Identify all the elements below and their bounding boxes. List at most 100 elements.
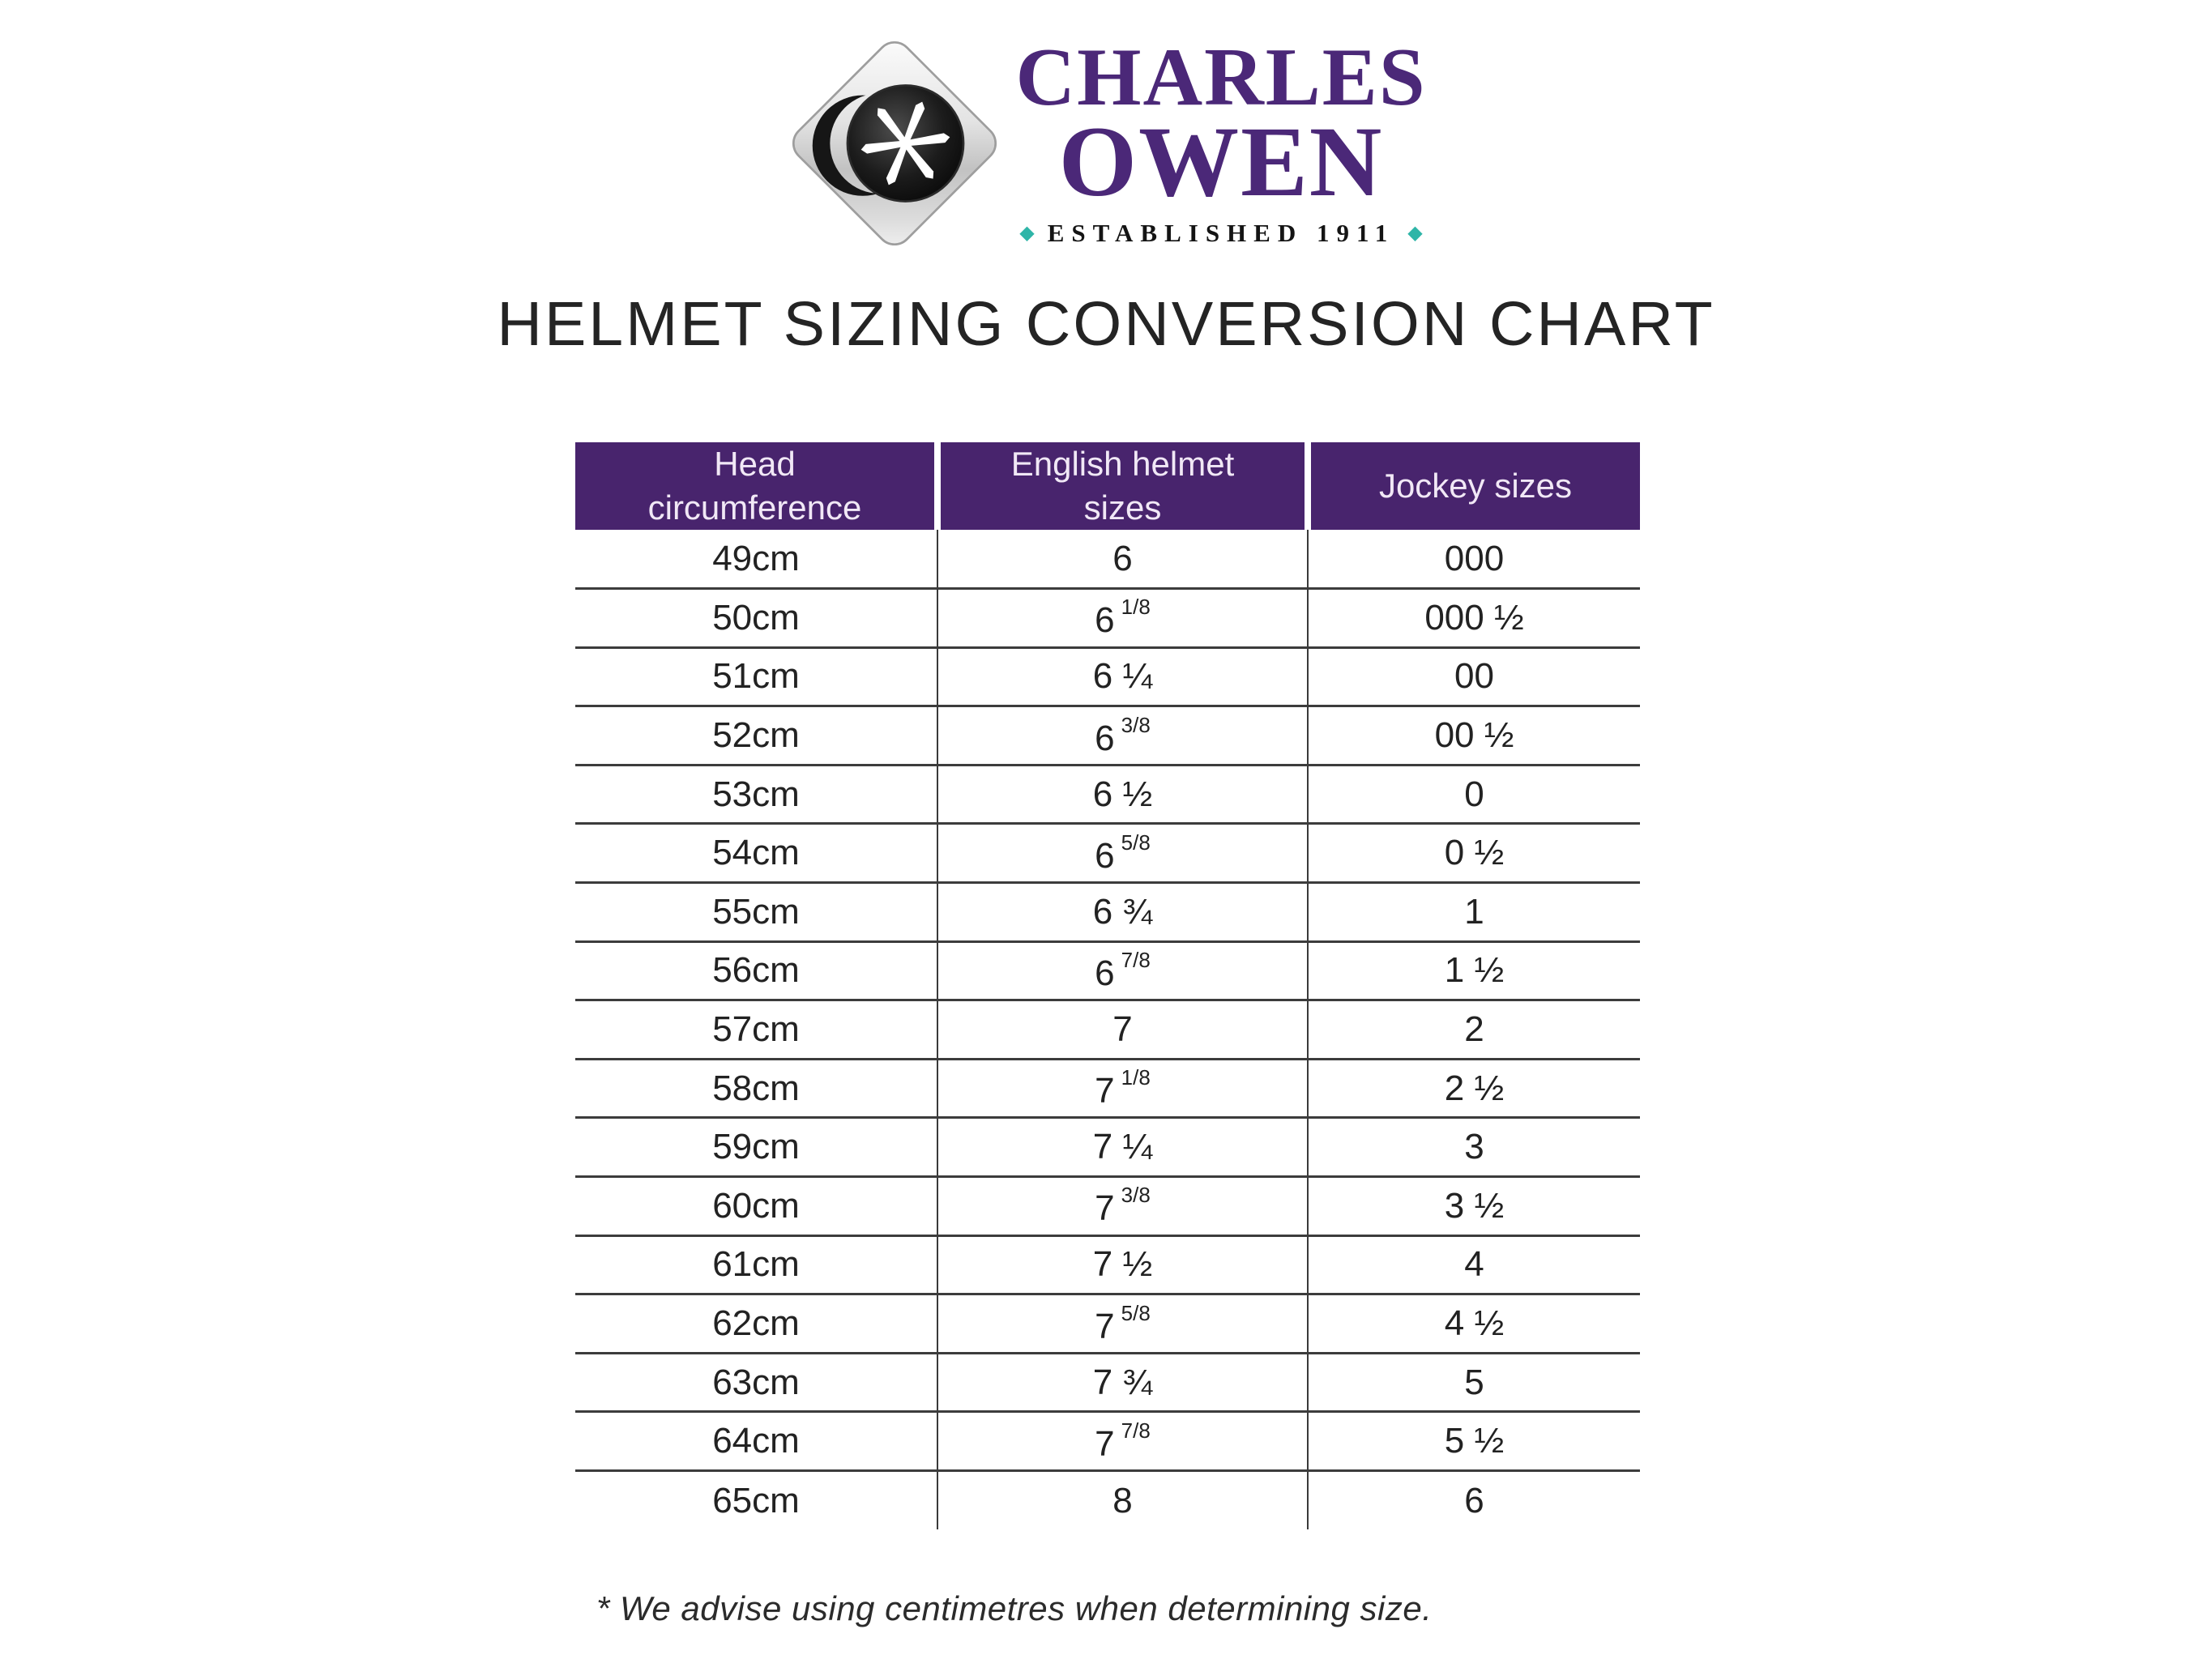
- english-size-base: 7: [1095, 1306, 1115, 1346]
- table-row: 59cm 7 ¼ 3: [575, 1117, 1640, 1179]
- head-circumference-cell: 51cm: [575, 647, 937, 708]
- established-row: ◆ ESTABLISHED 1911 ◆: [1019, 219, 1423, 248]
- english-size-cell: 7 ¼: [937, 1117, 1309, 1179]
- header-label: English helmet sizes: [1010, 445, 1235, 527]
- english-size-cell: 6 ½: [937, 765, 1309, 825]
- head-circumference-cell: 49cm: [575, 530, 937, 591]
- header-head-circumference: Head circumference: [575, 442, 937, 530]
- english-size-base: 6: [1095, 600, 1115, 641]
- english-size-base: 6 ¼: [1092, 656, 1153, 697]
- jockey-size-cell: 6: [1308, 1470, 1640, 1530]
- english-size-cell: 6 7/8: [937, 941, 1309, 1002]
- head-circumference-cell: 64cm: [575, 1411, 937, 1472]
- jockey-size-cell: 1 ½: [1308, 941, 1640, 1002]
- fraction-superscript: 1/8: [1121, 1065, 1151, 1090]
- teal-diamond-icon: ◆: [1019, 223, 1035, 244]
- jockey-size-cell: 5 ½: [1308, 1411, 1640, 1472]
- head-circumference-cell: 60cm: [575, 1176, 937, 1237]
- header-label: Jockey sizes: [1378, 467, 1573, 505]
- english-size-base: 6 ¾: [1092, 891, 1153, 932]
- head-circumference-cell: 54cm: [575, 823, 937, 885]
- table-row: 61cm 7 ½ 4: [575, 1235, 1640, 1296]
- header-label: Head circumference: [647, 445, 862, 527]
- english-size-cell: 8: [937, 1470, 1309, 1530]
- jockey-size-cell: 3 ½: [1308, 1176, 1640, 1237]
- english-size-cell: 6 1/8: [937, 588, 1309, 649]
- table-row: 56cm 6 7/8 1 ½: [575, 941, 1640, 1002]
- footnote: * We advise using centimetres when deter…: [596, 1589, 1433, 1627]
- english-size-base: 6: [1095, 953, 1115, 993]
- brand-row: CHARLES OWEN ◆ ESTABLISHED 1911 ◆: [785, 34, 1426, 253]
- head-circumference-cell: 50cm: [575, 588, 937, 649]
- english-size-base: 6: [1095, 835, 1115, 876]
- jockey-size-cell: 000 ½: [1308, 588, 1640, 649]
- table-row: 52cm 6 3/8 00 ½: [575, 706, 1640, 766]
- english-size-base: 7 ¾: [1092, 1362, 1153, 1402]
- head-circumference-cell: 56cm: [575, 941, 937, 1002]
- english-size-base: 8: [1112, 1480, 1133, 1520]
- fraction-superscript: 7/8: [1121, 947, 1151, 972]
- fraction-superscript: 3/8: [1121, 1183, 1151, 1208]
- sizing-table-wrap: Head circumference English helmet sizes …: [575, 442, 1640, 1530]
- head-circumference-cell: 61cm: [575, 1235, 937, 1296]
- english-size-cell: 6 5/8: [937, 823, 1309, 885]
- jockey-size-cell: 00: [1308, 647, 1640, 708]
- charles-owen-logo-icon: [792, 41, 997, 246]
- jockey-size-cell: 5: [1308, 1353, 1640, 1414]
- jockey-size-cell: 0: [1308, 765, 1640, 825]
- jockey-size-cell: 2 ½: [1308, 1059, 1640, 1120]
- head-circumference-cell: 52cm: [575, 706, 937, 766]
- table-row: 58cm 7 1/8 2 ½: [575, 1059, 1640, 1120]
- fraction-superscript: 5/8: [1121, 1300, 1151, 1325]
- english-size-base: 6: [1095, 718, 1115, 758]
- fraction-superscript: 3/8: [1121, 712, 1151, 737]
- head-circumference-cell: 58cm: [575, 1059, 937, 1120]
- table-header-row: Head circumference English helmet sizes …: [575, 442, 1640, 530]
- brand-wordmark: CHARLES OWEN ◆ ESTABLISHED 1911 ◆: [1015, 32, 1427, 248]
- brand-name-line1: CHARLES: [1015, 32, 1427, 123]
- table-row: 53cm 6 ½ 0: [575, 765, 1640, 825]
- table-row: 54cm 6 5/8 0 ½: [575, 823, 1640, 885]
- header-english-helmet-sizes: English helmet sizes: [934, 442, 1308, 530]
- english-size-cell: 6 ¼: [937, 647, 1309, 708]
- teal-diamond-icon: ◆: [1407, 223, 1423, 244]
- established-text: ESTABLISHED 1911: [1047, 219, 1395, 247]
- table-row: 62cm 7 5/8 4 ½: [575, 1294, 1640, 1354]
- table-row: 60cm 7 3/8 3 ½: [575, 1176, 1640, 1237]
- header-jockey-sizes: Jockey sizes: [1305, 442, 1640, 530]
- head-circumference-cell: 53cm: [575, 765, 937, 825]
- english-size-cell: 7 ½: [937, 1235, 1309, 1296]
- table-row: 64cm 7 7/8 5 ½: [575, 1411, 1640, 1472]
- jockey-size-cell: 3: [1308, 1117, 1640, 1179]
- brand-header: CHARLES OWEN ◆ ESTABLISHED 1911 ◆: [0, 34, 2212, 253]
- jockey-size-cell: 000: [1308, 530, 1640, 591]
- table-row: 49cm 6 000: [575, 530, 1640, 591]
- jockey-size-cell: 0 ½: [1308, 823, 1640, 885]
- jockey-size-cell: 00 ½: [1308, 706, 1640, 766]
- head-circumference-cell: 59cm: [575, 1117, 937, 1179]
- jockey-size-cell: 4: [1308, 1235, 1640, 1296]
- star-icon: [861, 101, 950, 186]
- page-title: HELMET SIZING CONVERSION CHART: [497, 289, 1715, 359]
- table-row: 65cm 8 6: [575, 1470, 1640, 1530]
- head-circumference-cell: 57cm: [575, 1000, 937, 1060]
- english-size-cell: 7: [937, 1000, 1309, 1060]
- english-size-cell: 7 3/8: [937, 1176, 1309, 1237]
- head-circumference-cell: 55cm: [575, 882, 937, 943]
- jockey-size-cell: 2: [1308, 1000, 1640, 1060]
- table-row: 55cm 6 ¾ 1: [575, 882, 1640, 943]
- fraction-superscript: 1/8: [1121, 595, 1151, 620]
- head-circumference-cell: 63cm: [575, 1353, 937, 1414]
- jockey-size-cell: 1: [1308, 882, 1640, 943]
- fraction-superscript: 5/8: [1121, 830, 1151, 855]
- english-size-base: 6 ½: [1092, 774, 1153, 814]
- english-size-cell: 6 ¾: [937, 882, 1309, 943]
- table-row: 50cm 6 1/8 000 ½: [575, 588, 1640, 649]
- english-size-cell: 7 1/8: [937, 1059, 1309, 1120]
- english-size-cell: 6 3/8: [937, 706, 1309, 766]
- english-size-base: 7: [1095, 1071, 1115, 1111]
- head-circumference-cell: 65cm: [575, 1470, 937, 1530]
- english-size-base: 7 ½: [1092, 1244, 1153, 1285]
- fraction-superscript: 7/8: [1121, 1418, 1151, 1443]
- english-size-cell: 7 5/8: [937, 1294, 1309, 1354]
